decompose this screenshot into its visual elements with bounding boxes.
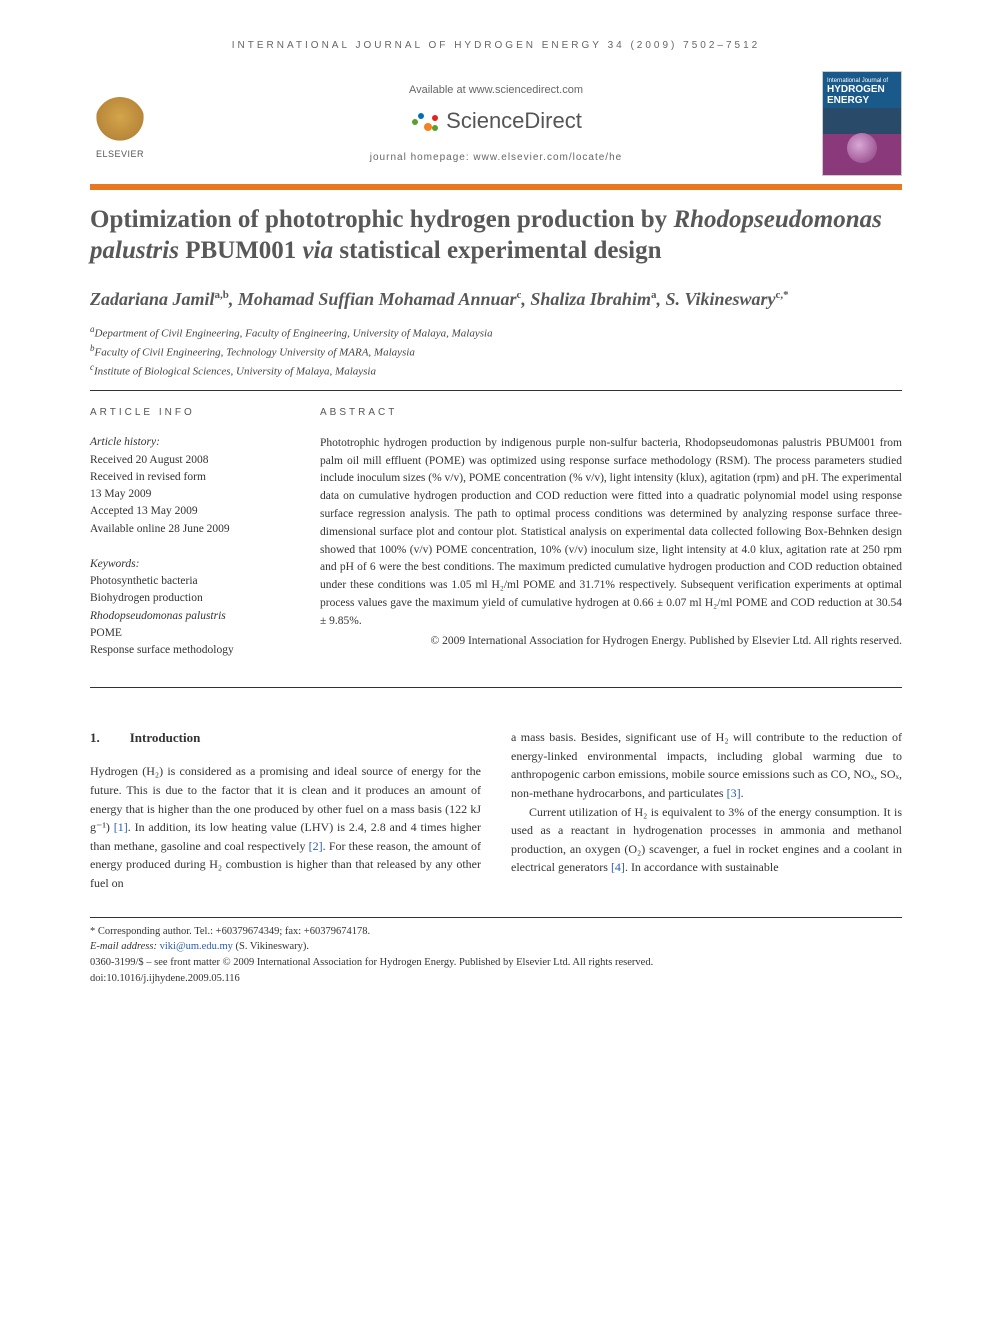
keyword: POME: [90, 625, 290, 642]
front-matter: 0360-3199/$ – see front matter © 2009 In…: [90, 955, 902, 971]
keywords-label: Keywords:: [90, 556, 290, 573]
history-line: 13 May 2009: [90, 486, 290, 503]
sciencedirect-logo: ScienceDirect: [410, 108, 582, 134]
journal-header: ELSEVIER Available at www.sciencedirect.…: [90, 71, 902, 176]
affiliations: aDepartment of Civil Engineering, Facult…: [90, 323, 902, 380]
history-line: Received in revised form: [90, 469, 290, 486]
article-info-label: ARTICLE INFO: [90, 405, 290, 420]
reference-link[interactable]: [4]: [611, 860, 625, 874]
article-info-panel: ARTICLE INFO Article history: Received 2…: [90, 405, 290, 677]
email-label: E-mail address:: [90, 941, 160, 952]
keyword: Photosynthetic bacteria: [90, 573, 290, 590]
email-line: E-mail address: viki@um.edu.my (S. Vikin…: [90, 939, 902, 955]
dot-icon: [432, 115, 438, 121]
article-title: Optimization of phototrophic hydrogen pr…: [90, 204, 902, 267]
corresponding-author: * Corresponding author. Tel.: +603796743…: [90, 924, 902, 940]
cover-line3: ENERGY: [827, 95, 897, 106]
abstract-copyright: © 2009 International Association for Hyd…: [320, 633, 902, 651]
email-author: (S. Vikineswary).: [233, 941, 309, 952]
body-paragraph: Current utilization of H₂ is equivalent …: [511, 803, 902, 877]
abstract-label: ABSTRACT: [320, 405, 902, 421]
reference-link[interactable]: [3]: [727, 786, 741, 800]
email-address[interactable]: viki@um.edu.my: [160, 941, 233, 952]
history-line: Available online 28 June 2009: [90, 521, 290, 538]
journal-cover-thumbnail: International Journal of HYDROGEN ENERGY: [822, 71, 902, 176]
available-at: Available at www.sciencedirect.com: [170, 84, 822, 96]
orange-divider: [90, 184, 902, 190]
abstract-panel: ABSTRACT Phototrophic hydrogen productio…: [320, 405, 902, 677]
divider: [90, 390, 902, 391]
article-history: Article history: Received 20 August 2008…: [90, 434, 290, 538]
dot-icon: [412, 119, 418, 125]
affiliation: bFaculty of Civil Engineering, Technolog…: [90, 342, 902, 361]
keyword: Biohydrogen production: [90, 590, 290, 607]
affiliation: cInstitute of Biological Sciences, Unive…: [90, 361, 902, 380]
history-line: Received 20 August 2008: [90, 452, 290, 469]
dot-icon: [432, 125, 438, 131]
doi: doi:10.1016/j.ijhydene.2009.05.116: [90, 971, 902, 987]
body-paragraph: Hydrogen (H₂) is considered as a promisi…: [90, 762, 481, 892]
title-post1: PBUM001: [179, 237, 303, 264]
running-head: INTERNATIONAL JOURNAL OF HYDROGEN ENERGY…: [90, 40, 902, 51]
history-line: Accepted 13 May 2009: [90, 503, 290, 520]
section-number: 1.: [90, 728, 100, 748]
section-title: Introduction: [130, 728, 201, 748]
footnotes: * Corresponding author. Tel.: +603796743…: [90, 917, 902, 987]
dot-icon: [418, 113, 424, 119]
body-paragraph: a mass basis. Besides, significant use o…: [511, 728, 902, 802]
history-label: Article history:: [90, 434, 290, 451]
elsevier-tree-icon: [95, 97, 145, 147]
keywords-block: Keywords: Photosynthetic bacteriaBiohydr…: [90, 556, 290, 660]
column-left: 1. Introduction Hydrogen (H₂) is conside…: [90, 728, 481, 892]
reference-link[interactable]: [2]: [309, 839, 323, 853]
section-heading-1: 1. Introduction: [90, 728, 481, 748]
title-post2: statistical experimental design: [333, 237, 661, 264]
title-via: via: [303, 237, 334, 264]
abstract-text: Phototrophic hydrogen production by indi…: [320, 435, 902, 631]
column-right: a mass basis. Besides, significant use o…: [511, 728, 902, 892]
sciencedirect-text: ScienceDirect: [446, 108, 582, 134]
keyword: Rhodopseudomonas palustris: [90, 608, 290, 625]
title-pre: Optimization of phototrophic hydrogen pr…: [90, 206, 673, 233]
elsevier-label: ELSEVIER: [96, 149, 144, 159]
body-columns: 1. Introduction Hydrogen (H₂) is conside…: [90, 728, 902, 892]
affiliation: aDepartment of Civil Engineering, Facult…: [90, 323, 902, 342]
dot-icon: [424, 123, 432, 131]
journal-homepage: journal homepage: www.elsevier.com/locat…: [170, 152, 822, 163]
cover-line2: HYDROGEN: [827, 84, 897, 95]
divider: [90, 687, 902, 688]
keyword: Response surface methodology: [90, 642, 290, 659]
reference-link[interactable]: [1]: [114, 820, 128, 834]
sciencedirect-dots-icon: [410, 109, 440, 133]
elsevier-logo: ELSEVIER: [90, 89, 150, 159]
authors: Zadariana Jamila,b, Mohamad Suffian Moha…: [90, 287, 902, 311]
cover-orb-icon: [847, 133, 877, 163]
